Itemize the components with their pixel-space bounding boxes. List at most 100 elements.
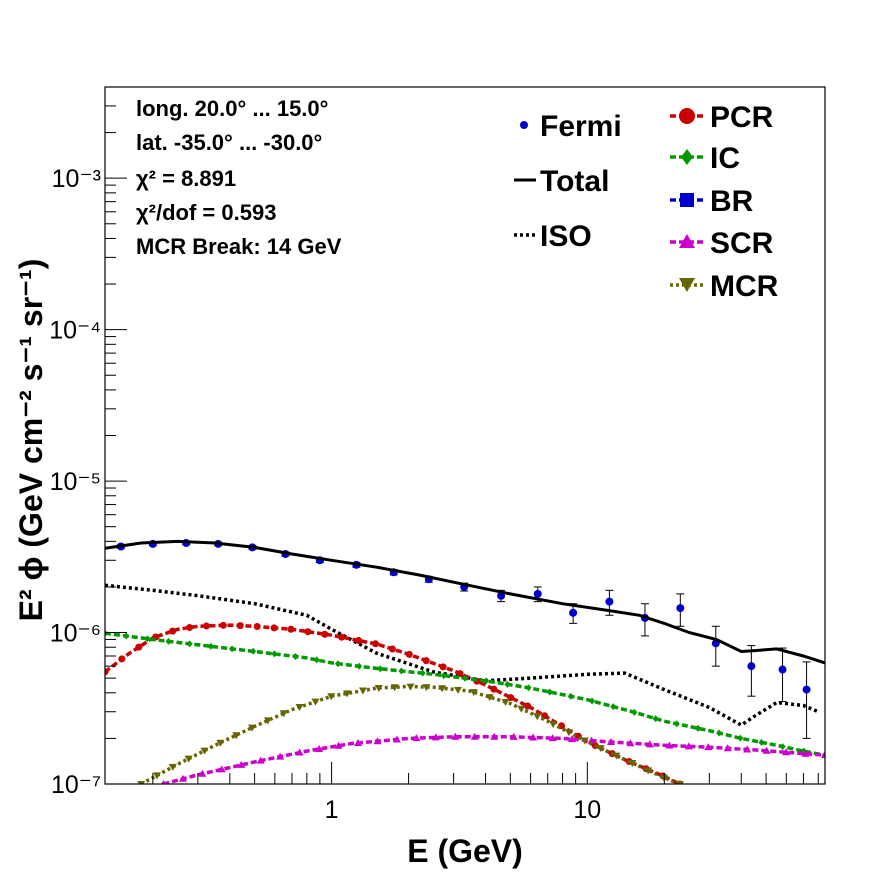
legend-label-pcr: PCR [710,101,774,134]
y-tick-label: 10⁻⁴ [49,317,101,345]
scr-marker [334,741,343,749]
mcr-marker [612,752,621,760]
ic-marker [250,647,257,655]
fermi-point [747,662,756,671]
mcr-marker [454,686,463,694]
pcr-marker [422,657,430,665]
pcr-marker [456,670,464,678]
pcr-marker [118,655,126,663]
mcr-marker [216,739,225,747]
tick-layer: 1 10 10⁻⁷ 10⁻⁶ 10⁻⁵ 10⁻⁴ 10⁻³ [49,86,819,824]
ic-marker [652,715,659,723]
y-tick-label: 10⁻³ [52,165,101,193]
scr-marker [509,732,518,740]
scr-marker [315,745,324,753]
mcr-marker [137,781,146,784]
mcr-marker [279,710,288,718]
ic-marker [673,720,680,728]
series-layer [105,539,825,784]
scr-marker [723,744,732,752]
ic-marker [419,669,426,677]
pcr-marker [253,622,261,630]
ic-marker [292,653,299,661]
scr-marker [782,748,791,756]
ic-marker [779,743,786,751]
legend-label-total: Total [540,165,609,198]
legend-marker-scr [679,234,695,248]
fermi-point [676,604,685,613]
ic-marker [631,708,638,716]
ic-marker [567,692,574,700]
scr-marker [276,752,285,760]
fermi-point [802,685,811,694]
legend-marker-pcr [679,108,695,124]
scr-marker [237,760,246,768]
ic-marker [462,674,468,682]
pcr-marker [355,636,363,644]
mcr-marker [327,693,336,701]
legend-marker-fermi [520,121,528,129]
pcr-marker [524,702,532,710]
scr-marker [626,739,635,747]
scr-marker [801,749,810,757]
scr-marker [256,756,265,764]
mcr-marker [248,724,257,732]
scr-marker [490,732,499,740]
scr-marker [161,780,166,784]
ic-marker [105,629,108,637]
scr-marker [198,769,207,777]
pcr-marker [321,630,329,638]
pcr-marker [202,622,210,630]
ic-marker [483,677,490,685]
mcr-marker [311,698,320,706]
annotation-chi2-dof: χ²/dof = 0.593 [136,200,276,225]
scr-marker [217,765,226,773]
mcr-marker [644,767,653,775]
pcr-marker [490,685,498,693]
mcr-marker [406,683,415,691]
scr-marker [373,737,382,745]
pcr-marker [236,622,244,630]
annotation-latitude: lat. -35.0° ... -30.0° [136,130,322,155]
legend-marker-mcr [679,278,695,292]
annotation-chi2: χ² = 8.891 [136,166,236,191]
legend-label-br: BR [710,185,754,218]
legend-label-ic: IC [710,142,740,175]
mcr-marker [422,684,431,692]
mcr-marker [533,713,542,721]
scr-marker [178,774,187,782]
legend-label-mcr: MCR [710,270,779,303]
pcr-marker [270,624,278,632]
ic-marker [758,738,765,746]
scr-marker [295,748,304,756]
mcr-marker [485,694,494,702]
mcr-marker [152,772,161,780]
ic-marker [207,642,214,650]
mcr-marker [580,737,589,745]
scr-marker [548,734,557,742]
scr-marker [470,732,479,740]
scr-marker [412,734,421,742]
legend-marker-br [680,193,694,207]
scr-marker [684,742,693,750]
mcr-marker [232,732,241,740]
mcr-marker [184,755,193,763]
mcr-marker [596,745,605,753]
mcr-marker [295,704,304,712]
mcr-marker [374,684,383,692]
pcr-marker [388,645,396,653]
pcr-marker [105,668,109,676]
ic-marker [610,703,617,711]
scr-marker [451,732,460,740]
scr-marker [762,746,771,754]
ic-marker [165,637,172,645]
mcr-line [140,684,681,784]
scr-marker [606,737,615,745]
pcr-marker [219,621,227,629]
scr-marker [354,738,363,746]
scr-marker [529,733,538,741]
ic-marker [271,650,278,658]
scr-marker [431,733,440,741]
pcr-marker [169,627,177,635]
scr-marker [821,751,825,759]
